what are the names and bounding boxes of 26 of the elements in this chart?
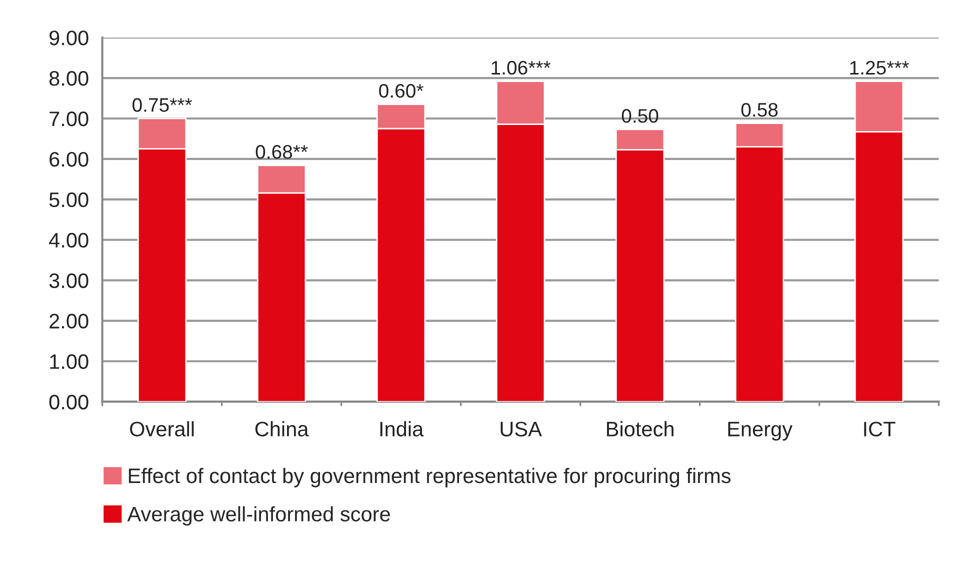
data-label: 0.68** — [256, 145, 308, 159]
legend-label: Average well-informed score — [127, 506, 390, 526]
x-tick-label: USA — [500, 422, 542, 436]
x-tick-label: India — [380, 421, 424, 436]
y-tick-label: 9.00 — [50, 30, 88, 46]
y-tick-label: 3.00 — [49, 273, 88, 288]
y-tick-label: 1.00 — [50, 354, 88, 370]
x-tick-label: Energy — [728, 422, 793, 441]
data-label: 0.60* — [379, 84, 424, 98]
data-label: 0.50 — [622, 109, 658, 123]
y-tick-label: 0.00 — [49, 394, 88, 410]
data-label: 0.58 — [741, 102, 778, 117]
y-tick-label: 2.00 — [50, 314, 88, 329]
y-tick-label: 8.00 — [49, 71, 88, 86]
x-tick-label: Overall — [130, 421, 194, 436]
x-tick-label: ICT — [864, 422, 896, 436]
y-tick-label: 4.00 — [49, 232, 88, 248]
y-tick-label: 6.00 — [50, 152, 88, 167]
data-label: 1.06*** — [492, 60, 551, 75]
x-tick-label: China — [255, 421, 309, 436]
y-tick-label: 7.00 — [50, 111, 88, 126]
data-label: 1.25*** — [850, 60, 910, 75]
x-tick-label: Biotech — [607, 421, 674, 436]
y-tick-label: 5.00 — [49, 192, 88, 208]
legend-label: Effect of contact by government representative for procuring firms — [128, 468, 731, 488]
data-label: 0.75*** — [132, 98, 192, 112]
